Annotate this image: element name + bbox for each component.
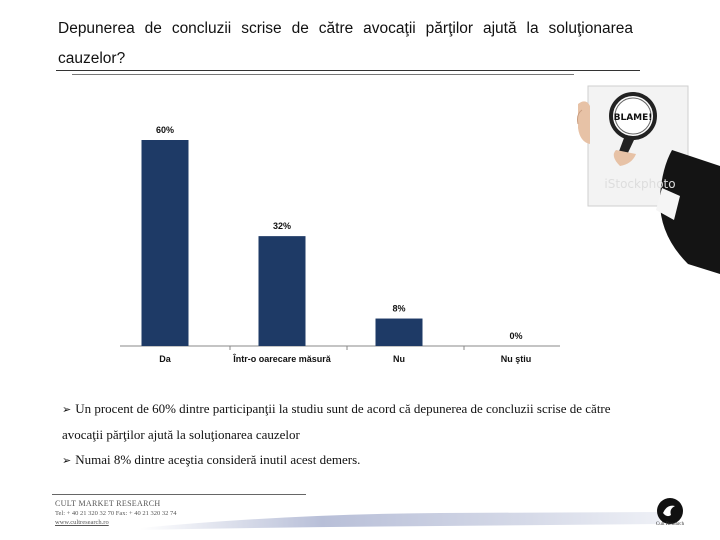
category-label-0: Da bbox=[159, 354, 171, 364]
findings-list: ➢ Un procent de 60% dintre participanţii … bbox=[62, 396, 662, 473]
blame-sign-text: BLAME! bbox=[614, 113, 653, 123]
category-label-2: Nu bbox=[393, 354, 405, 364]
data-label-2: 8% bbox=[392, 304, 405, 314]
bar-chart-svg: 60% Da 32% Într-o oarecare măsură 8% Nu 0% Nu ş… bbox=[120, 125, 560, 364]
watermark-text: iStockphoto bbox=[604, 177, 675, 191]
bullet-item: ➢ Numai 8% dintre aceştia consideră inuti… bbox=[62, 447, 662, 473]
bar-2 bbox=[375, 318, 423, 346]
bar-1 bbox=[258, 236, 306, 346]
arrow-bullet-icon: ➢ bbox=[62, 454, 72, 467]
bullet-text: Numai 8% dintre aceştia consideră inutil… bbox=[75, 452, 361, 467]
title-divider-secondary bbox=[72, 74, 574, 75]
footer-divider bbox=[52, 494, 306, 495]
left-hand bbox=[578, 101, 590, 144]
contact-info: Tel: + 40 21 320 32 70 Fax: + 40 21 320 … bbox=[55, 510, 177, 517]
data-label-3: 0% bbox=[509, 331, 522, 341]
company-name: CULT MARKET RESEARCH bbox=[55, 499, 161, 508]
slide-title: Depunerea de concluzii scrise de către a… bbox=[58, 20, 633, 67]
magnifier-lens bbox=[609, 92, 657, 140]
cult-logo-icon bbox=[657, 498, 683, 524]
website-link[interactable]: www.cultresearch.ro bbox=[55, 519, 109, 526]
footer-swoosh bbox=[140, 512, 660, 530]
suit-sleeve bbox=[659, 150, 720, 274]
bullet-item: ➢ Un procent de 60% dintre participanţii … bbox=[62, 396, 662, 422]
blame-sign-photo: BLAME! iStockphoto bbox=[576, 84, 720, 276]
footer: CULT MARKET RESEARCH Tel: + 40 21 320 32… bbox=[55, 499, 177, 527]
arrow-bullet-icon: ➢ bbox=[62, 403, 72, 416]
category-label-1: Într-o oarecare măsură bbox=[232, 353, 332, 364]
bullet-text: Un procent de 60% dintre participanţii l… bbox=[75, 401, 611, 416]
shirt-cuff bbox=[656, 188, 680, 220]
data-label-1: 32% bbox=[273, 221, 291, 231]
bar-chart: 60% Da 32% Într-o oarecare măsură 8% Nu 0% Nu ş… bbox=[120, 110, 560, 370]
bullet-text: avocaţii părţilor ajută la soluţionarea … bbox=[62, 427, 300, 442]
right-hand bbox=[613, 150, 636, 166]
category-label-3: Nu ştiu bbox=[501, 354, 532, 364]
title-divider bbox=[56, 70, 640, 71]
bullet-item-continued: avocaţii părţilor ajută la soluţionarea … bbox=[62, 422, 662, 447]
data-label-0: 60% bbox=[156, 125, 174, 135]
bar-0 bbox=[141, 140, 189, 346]
logo-caption: Cult Research bbox=[655, 522, 685, 527]
